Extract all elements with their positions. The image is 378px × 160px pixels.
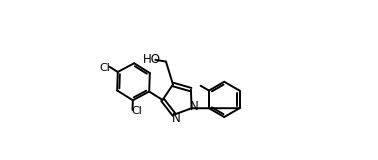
- Text: N: N: [191, 100, 199, 113]
- Text: Cl: Cl: [132, 106, 143, 116]
- Text: HO: HO: [143, 53, 161, 66]
- Text: Cl: Cl: [100, 63, 111, 73]
- Text: N: N: [172, 112, 180, 125]
